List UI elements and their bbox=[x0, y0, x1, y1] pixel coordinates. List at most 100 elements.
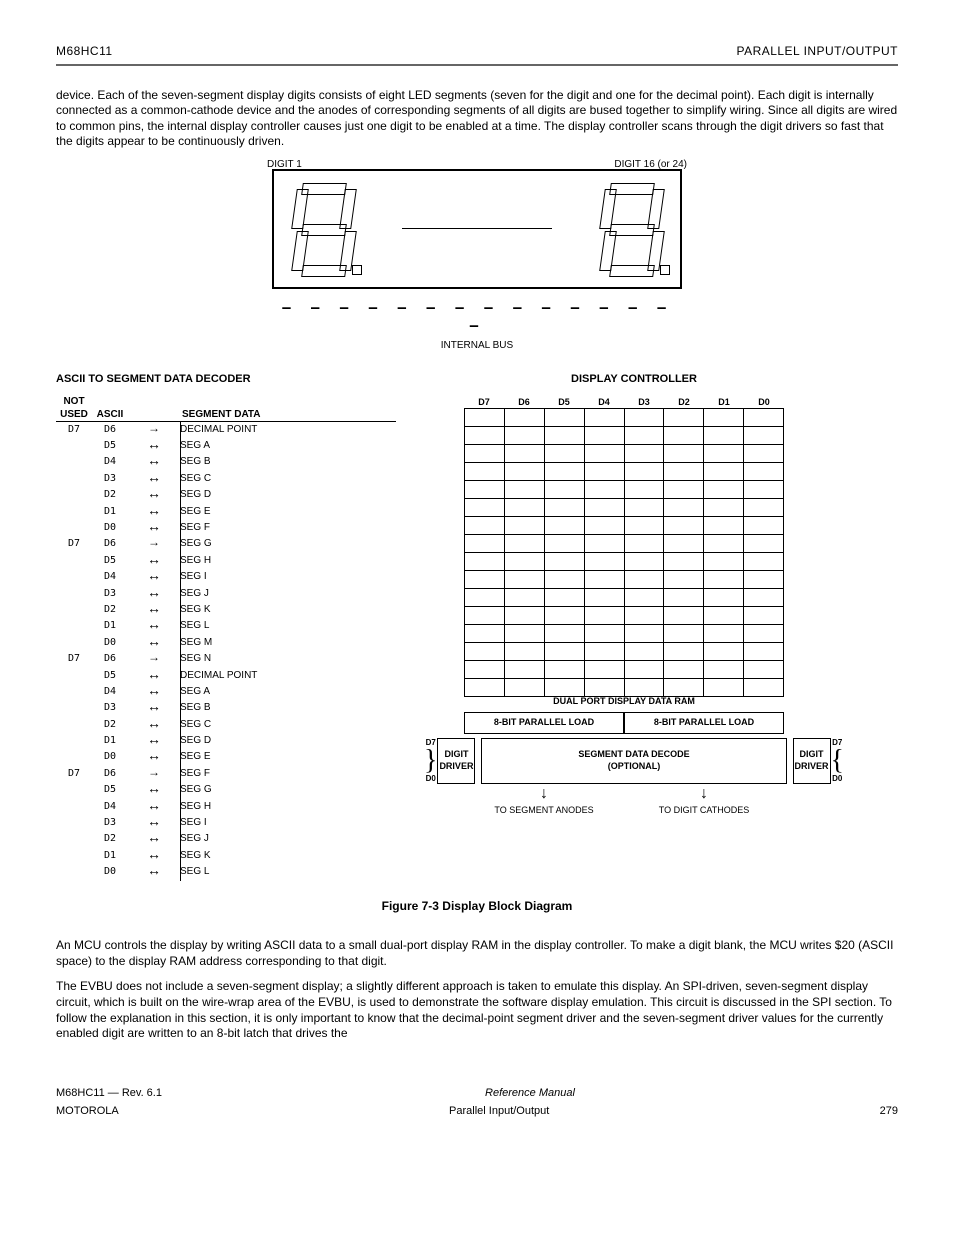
ctrl-title: DISPLAY CONTROLLER bbox=[424, 372, 844, 386]
ram-grid bbox=[464, 408, 784, 697]
ram-row bbox=[465, 445, 784, 463]
ram-caption: DUAL PORT DISPLAY DATA RAM bbox=[464, 696, 784, 708]
ascii-row: D2↔SEG D bbox=[56, 487, 396, 503]
ascii-row: D4↔SEG I bbox=[56, 569, 396, 585]
intro-paragraph: device. Each of the seven-segment displa… bbox=[56, 88, 898, 150]
decode-row: D7 } D0 DIGIT DRIVER SEGMENT DATA DECODE… bbox=[424, 738, 844, 784]
ram-row bbox=[465, 427, 784, 445]
ascii-row: D2↔SEG K bbox=[56, 602, 396, 618]
arrow-both-icon: ↔ bbox=[128, 864, 180, 880]
ascii-row: D3↔SEG I bbox=[56, 815, 396, 831]
ascii-row: D3↔SEG J bbox=[56, 586, 396, 602]
out-left: TO SEGMENT ANODES bbox=[464, 805, 624, 817]
ascii-vert-sep bbox=[180, 422, 181, 881]
ascii-row: D3↔SEG C bbox=[56, 471, 396, 487]
ram-row bbox=[465, 535, 784, 553]
ram-row bbox=[465, 607, 784, 625]
ascii-row: D0↔SEG M bbox=[56, 635, 396, 651]
ascii-row: D0↔SEG E bbox=[56, 749, 396, 765]
ram-col-labels: D7D6D5D4D3D2D1D0 bbox=[464, 397, 784, 409]
ram-col-label: D5 bbox=[544, 397, 584, 409]
ram-row bbox=[465, 499, 784, 517]
ram-col-label: D2 bbox=[664, 397, 704, 409]
arrow-both-icon: ↔ bbox=[128, 635, 180, 651]
digitN-label: DIGIT 16 (or 24) bbox=[614, 158, 687, 171]
ascii-row: D4↔SEG B bbox=[56, 454, 396, 470]
ascii-row: D7D6→DECIMAL POINT bbox=[56, 422, 396, 438]
ram-col-label: D6 bbox=[504, 397, 544, 409]
running-head-right: PARALLEL INPUT/OUTPUT bbox=[737, 44, 898, 60]
ram-row bbox=[465, 589, 784, 607]
ascii-row: D1↔SEG L bbox=[56, 618, 396, 634]
out-right: TO DIGIT CATHODES bbox=[624, 805, 784, 817]
para2: An MCU controls the display by writing A… bbox=[56, 938, 898, 969]
down-arrows: ↓ ↓ bbox=[464, 784, 784, 805]
brace-left-icon: } bbox=[424, 751, 437, 771]
seven-seg-1 bbox=[292, 183, 354, 275]
ascii-row: D1↔SEG D bbox=[56, 733, 396, 749]
ram-col-label: D7 bbox=[464, 397, 504, 409]
ram-row bbox=[465, 409, 784, 427]
ascii-row: D4↔SEG A bbox=[56, 684, 396, 700]
ram-row bbox=[465, 679, 784, 697]
seven-seg-N bbox=[600, 183, 662, 275]
sideL-bot: D0 bbox=[424, 774, 437, 784]
ascii-row: D1↔SEG K bbox=[56, 848, 396, 864]
mux-left: 8-BIT PARALLEL LOAD bbox=[464, 712, 624, 734]
ascii-row: D2↔SEG J bbox=[56, 831, 396, 847]
ram-row bbox=[465, 661, 784, 679]
bus-label: INTERNAL BUS bbox=[247, 339, 707, 352]
ascii-row: D5↔DECIMAL POINT bbox=[56, 668, 396, 684]
ram-col-label: D0 bbox=[744, 397, 784, 409]
ascii-row: D2↔SEG C bbox=[56, 717, 396, 733]
digit-driver-right: DIGIT DRIVER bbox=[793, 738, 831, 784]
ascii-row: D1↔SEG E bbox=[56, 504, 396, 520]
ascii-row: D7D6→SEG N bbox=[56, 651, 396, 667]
footer: M68HC11 — Rev. 6.1 Reference Manual bbox=[56, 1086, 898, 1100]
controller-diagram: DISPLAY CONTROLLER D7D6D5D4D3D2D1D0 DUAL… bbox=[424, 370, 844, 816]
decode-mid: SEGMENT DATA DECODE(OPTIONAL) bbox=[481, 738, 786, 784]
display-frame bbox=[272, 169, 682, 289]
ascii-row: D5↔SEG A bbox=[56, 438, 396, 454]
ascii-rows: D7D6→DECIMAL POINTD5↔SEG AD4↔SEG BD3↔SEG… bbox=[56, 422, 396, 881]
ascii-h4: SEGMENT DATA bbox=[180, 408, 396, 421]
digit1-label: DIGIT 1 bbox=[267, 158, 302, 171]
brace-right-icon: { bbox=[831, 751, 844, 771]
figure-display: DIGIT 1 DIGIT 16 (or 24) — — — — — — — —… bbox=[247, 158, 707, 352]
sideR-bot: D0 bbox=[831, 774, 844, 784]
ascii-row: D5↔SEG H bbox=[56, 553, 396, 569]
header-rule bbox=[56, 64, 898, 66]
mux-row: 8-BIT PARALLEL LOAD 8-BIT PARALLEL LOAD bbox=[464, 712, 784, 734]
ram-row bbox=[465, 571, 784, 589]
para3: The EVBU does not include a seven-segmen… bbox=[56, 979, 898, 1041]
ascii-col-header: NOT USED ASCII SEGMENT DATA bbox=[56, 391, 396, 422]
ram-row bbox=[465, 553, 784, 571]
arrow-both-icon: ↔ bbox=[128, 520, 180, 536]
footer-left: M68HC11 — Rev. 6.1 bbox=[56, 1086, 162, 1100]
ram-col-label: D1 bbox=[704, 397, 744, 409]
ascii-row: D5↔SEG G bbox=[56, 782, 396, 798]
arrow-down-icon: ↓ bbox=[464, 784, 624, 805]
ram-row bbox=[465, 463, 784, 481]
footer-center: Reference Manual bbox=[485, 1086, 575, 1100]
mux-right: 8-BIT PARALLEL LOAD bbox=[624, 712, 784, 734]
ascii-row: D7D6→SEG G bbox=[56, 536, 396, 552]
output-labels: TO SEGMENT ANODES TO DIGIT CATHODES bbox=[464, 805, 784, 817]
ascii-row: D3↔SEG B bbox=[56, 700, 396, 716]
ascii-h1: NOT USED bbox=[56, 395, 92, 421]
ram-row bbox=[465, 481, 784, 499]
ram-row bbox=[465, 517, 784, 535]
ram-col-label: D4 bbox=[584, 397, 624, 409]
ascii-row: D0↔SEG L bbox=[56, 864, 396, 880]
footer2-left: MOTOROLA bbox=[56, 1104, 119, 1118]
ascii-h2: ASCII bbox=[92, 408, 128, 421]
running-head-left: M68HC11 bbox=[56, 44, 113, 60]
figure-caption: Figure 7-3 Display Block Diagram bbox=[56, 899, 898, 915]
ram-row bbox=[465, 625, 784, 643]
digit-ellipsis bbox=[402, 228, 552, 229]
ram-col-label: D3 bbox=[624, 397, 664, 409]
arrow-both-icon: ↔ bbox=[128, 749, 180, 765]
ascii-map: ASCII TO SEGMENT DATA DECODER NOT USED A… bbox=[56, 370, 396, 880]
ascii-row: D4↔SEG H bbox=[56, 799, 396, 815]
digit-driver-left: DIGIT DRIVER bbox=[437, 738, 475, 784]
